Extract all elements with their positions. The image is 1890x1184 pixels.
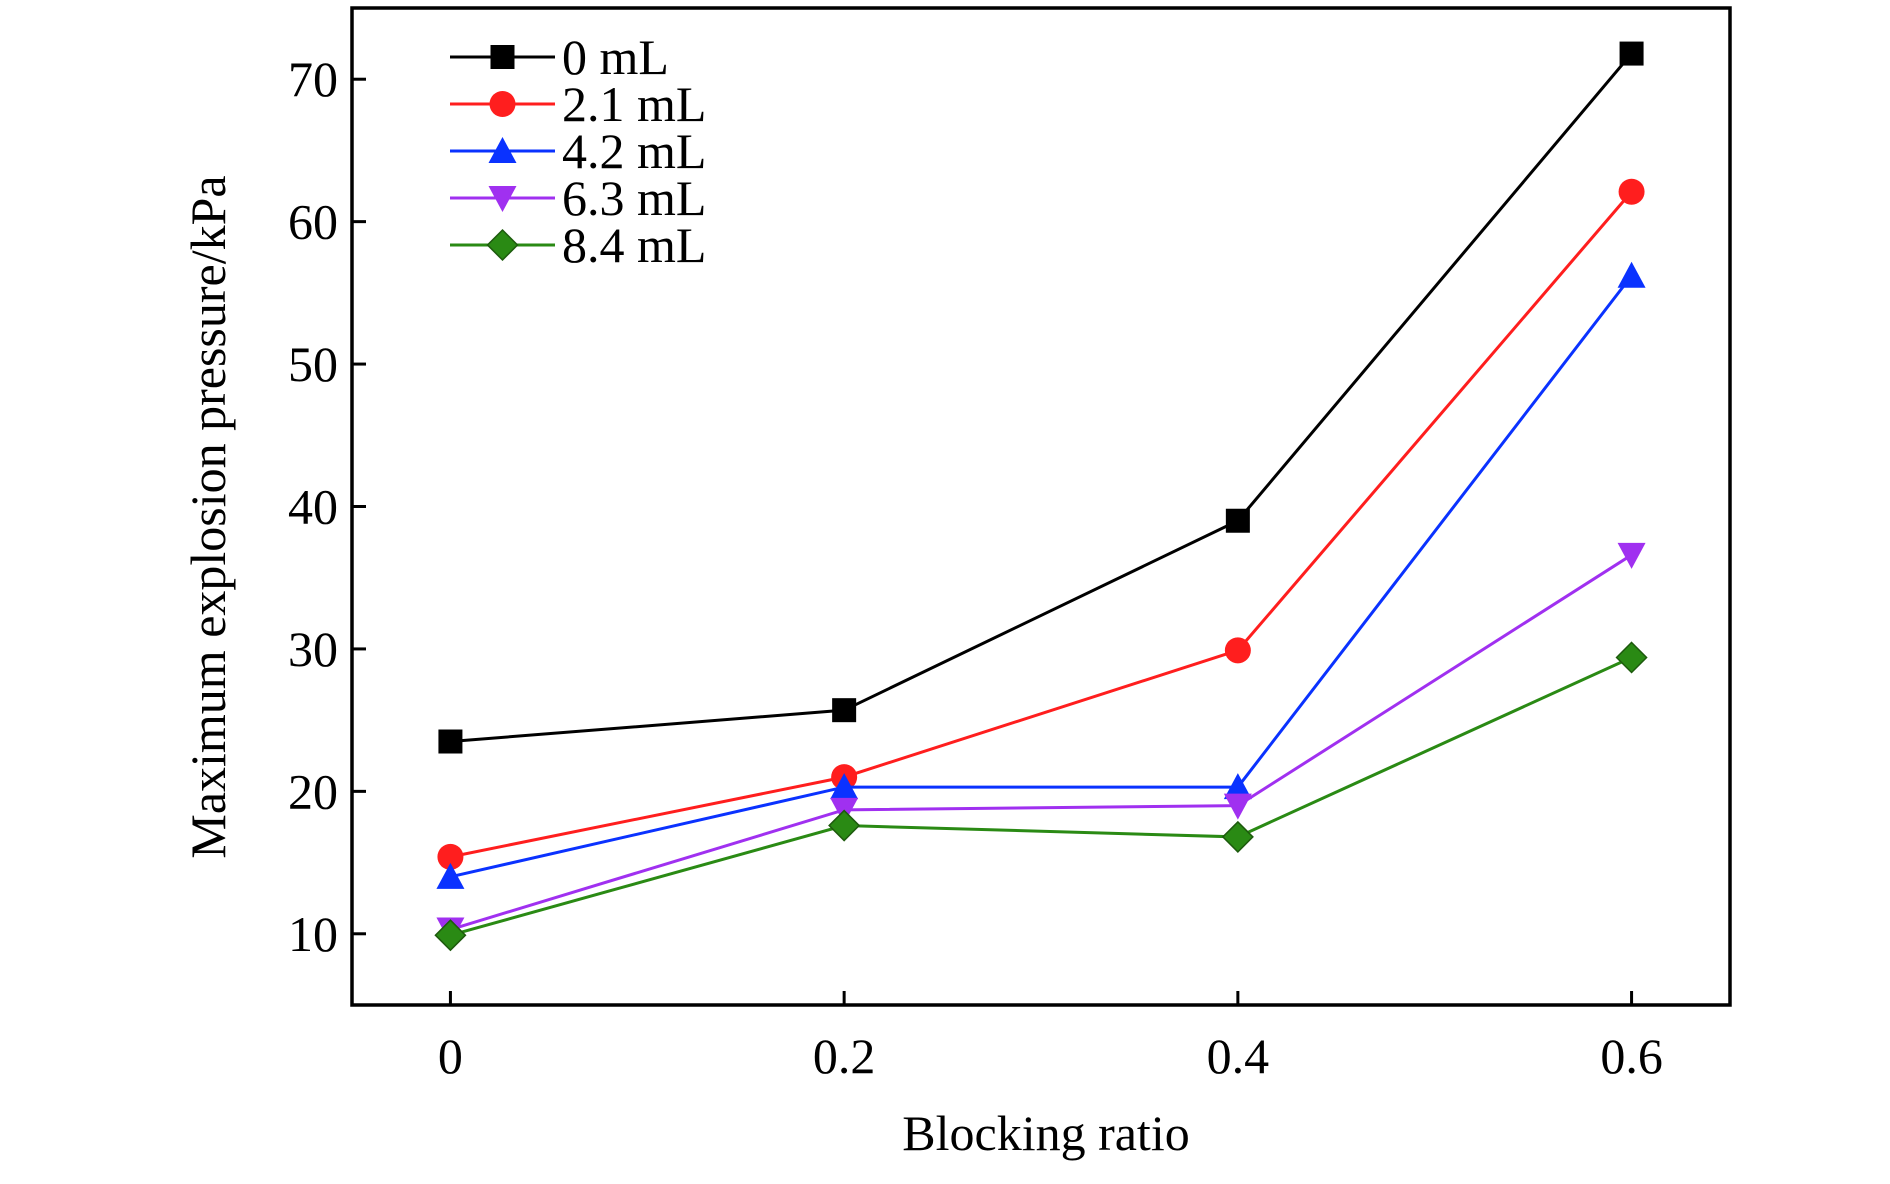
data-point <box>1617 261 1646 288</box>
legend-marker <box>488 186 517 212</box>
data-point <box>1619 41 1644 66</box>
series-4-2-ml <box>436 261 1646 889</box>
data-point <box>1617 542 1646 569</box>
y-tick-label: 20 <box>288 763 338 819</box>
series-line <box>450 656 1633 937</box>
data-point <box>1225 508 1250 533</box>
y-tick-label: 10 <box>288 906 338 962</box>
x-tick-label: 0 <box>438 1028 463 1084</box>
series-line <box>450 274 1633 879</box>
legend-item: 4.2 mL <box>450 123 706 179</box>
y-tick-label: 50 <box>288 336 338 392</box>
data-point <box>828 809 861 842</box>
series-6-3-ml <box>436 542 1646 944</box>
x-tick-label: 0.2 <box>813 1028 876 1084</box>
legend-label: 8.4 mL <box>562 217 706 273</box>
y-tick-label: 60 <box>288 194 338 250</box>
series-line <box>450 52 1633 744</box>
data-point <box>832 698 857 723</box>
y-axis-label: Maximum explosion pressure/kPa <box>180 175 236 858</box>
data-point <box>436 862 465 889</box>
series-2-1-ml <box>437 178 1645 870</box>
legend-label: 2.1 mL <box>562 76 706 132</box>
legend-item: 0 mL <box>450 29 669 85</box>
legend-item: 2.1 mL <box>450 76 706 132</box>
series-line <box>449 553 1633 931</box>
plot-frame <box>350 6 1732 1007</box>
series-8-4-ml <box>434 641 1648 952</box>
y-tick-label: 40 <box>288 479 338 535</box>
series-0-ml <box>438 41 1644 754</box>
legend-marker <box>490 45 515 69</box>
axes: 0 0.2 0.4 0.6 10 20 30 40 50 60 70 <box>288 6 1732 1084</box>
data-point <box>1221 820 1254 853</box>
legend-label: 4.2 mL <box>562 123 706 179</box>
legend-label: 0 mL <box>562 29 669 85</box>
data-point <box>1224 637 1251 664</box>
legend-marker <box>489 91 516 117</box>
series-line <box>450 190 1633 859</box>
legend-marker <box>488 137 517 163</box>
legend-item: 6.3 mL <box>450 170 706 226</box>
y-tick-label: 70 <box>288 51 338 107</box>
legend-label: 6.3 mL <box>562 170 706 226</box>
x-tick-label: 0.6 <box>1600 1028 1663 1084</box>
data-point <box>434 919 467 952</box>
x-tick-label: 0.4 <box>1207 1028 1270 1084</box>
data-point <box>1223 793 1252 820</box>
legend: 0 mL2.1 mL4.2 mL6.3 mL8.4 mL <box>450 29 706 273</box>
data-point <box>1618 178 1645 205</box>
data-point <box>438 729 463 754</box>
y-tick-label: 30 <box>288 621 338 677</box>
legend-item: 8.4 mL <box>450 217 706 273</box>
x-axis-label: Blocking ratio <box>902 1105 1189 1161</box>
data-point <box>1223 773 1252 800</box>
data-point <box>830 773 859 800</box>
data-point <box>437 843 464 870</box>
series-group <box>434 41 1648 952</box>
legend-marker <box>486 228 519 262</box>
data-point <box>1615 641 1648 674</box>
